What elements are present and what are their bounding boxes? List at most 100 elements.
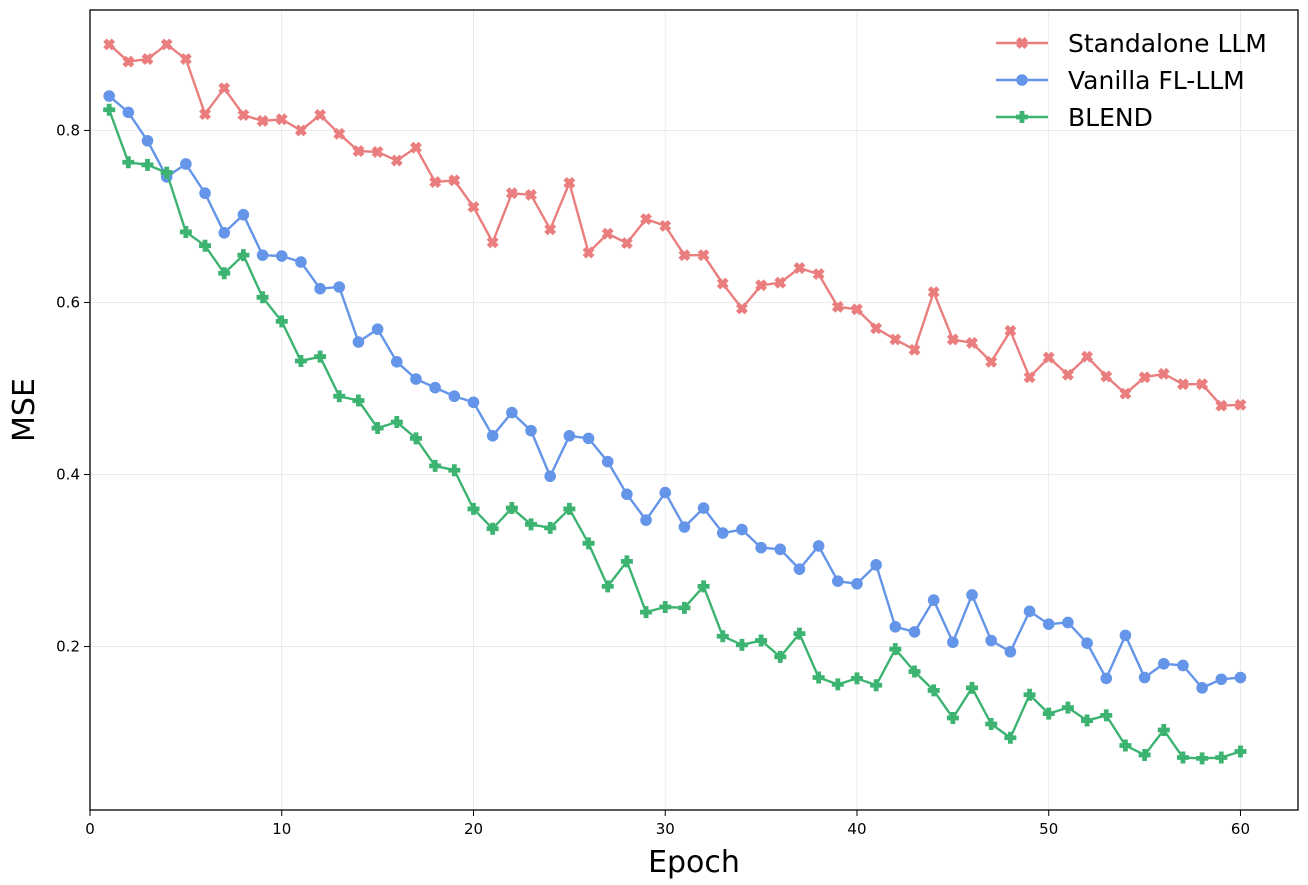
data-point <box>199 108 211 121</box>
data-point <box>256 249 269 261</box>
data-point <box>659 219 672 232</box>
y-tick-label: 0.2 <box>56 638 80 656</box>
data-point <box>486 430 499 442</box>
data-point <box>314 109 327 121</box>
x-tick-label: 30 <box>656 820 675 838</box>
data-point <box>966 336 978 349</box>
data-point <box>275 315 288 328</box>
data-point <box>678 601 691 614</box>
data-point <box>352 145 365 158</box>
data-point <box>889 643 902 656</box>
data-point <box>908 343 921 356</box>
data-point <box>429 176 442 188</box>
data-point <box>390 416 403 429</box>
data-point <box>678 249 691 262</box>
data-point <box>314 282 326 295</box>
data-point <box>927 684 940 697</box>
data-point <box>1234 398 1247 411</box>
data-point <box>160 38 173 51</box>
data-point <box>505 502 518 515</box>
data-point <box>237 109 250 121</box>
data-point <box>985 717 998 730</box>
data-point <box>410 141 422 154</box>
legend-marker <box>1016 37 1028 49</box>
y-tick-label: 0.4 <box>56 466 80 484</box>
data-point <box>601 580 614 593</box>
data-point <box>659 486 672 499</box>
data-point <box>295 256 307 268</box>
data-point <box>160 166 173 179</box>
data-point <box>1138 671 1151 684</box>
data-point <box>544 223 557 236</box>
data-point <box>486 236 499 249</box>
data-point <box>506 406 518 419</box>
data-point <box>505 187 518 200</box>
data-point <box>467 396 480 409</box>
data-point <box>179 53 192 65</box>
data-point <box>755 279 768 292</box>
data-point <box>525 189 537 201</box>
data-point <box>103 103 116 116</box>
data-point <box>1042 707 1055 720</box>
data-point <box>141 158 154 171</box>
data-point <box>294 124 307 137</box>
data-point <box>793 563 806 575</box>
data-point <box>1177 659 1189 672</box>
data-point <box>697 502 710 514</box>
data-point <box>333 281 346 293</box>
data-point <box>601 455 614 468</box>
data-point <box>1042 618 1055 630</box>
y-tick-label: 0.6 <box>56 293 80 311</box>
data-point <box>1215 399 1228 412</box>
data-point <box>122 55 135 68</box>
data-point <box>1004 645 1017 658</box>
x-tick-label: 0 <box>85 820 95 838</box>
data-point <box>1023 688 1036 701</box>
x-tick-label: 10 <box>272 820 291 838</box>
data-point <box>218 226 231 239</box>
data-point <box>237 208 250 221</box>
data-point <box>1042 351 1055 364</box>
legend-entry: Standalone LLM <box>996 29 1267 58</box>
legend-label: Standalone LLM <box>1068 29 1267 58</box>
data-point <box>1061 701 1074 714</box>
data-point <box>467 201 480 213</box>
data-point <box>563 502 576 515</box>
data-point <box>563 176 576 189</box>
data-point <box>1004 324 1017 337</box>
data-point <box>1119 629 1132 642</box>
data-point <box>966 681 979 694</box>
data-point <box>256 115 269 127</box>
data-point <box>870 559 882 571</box>
legend-entry: BLEND <box>996 103 1153 132</box>
data-point <box>544 470 556 483</box>
data-point <box>736 523 748 536</box>
data-point <box>1138 748 1151 761</box>
data-point <box>850 672 863 685</box>
series-2 <box>103 103 1247 765</box>
data-point <box>333 127 346 140</box>
data-point <box>812 268 825 281</box>
data-point <box>410 373 422 385</box>
data-point <box>812 540 825 552</box>
data-point <box>1196 378 1209 391</box>
legend-label: BLEND <box>1068 103 1153 132</box>
data-point <box>620 237 633 250</box>
data-point <box>218 267 231 280</box>
data-point <box>851 577 863 590</box>
data-point <box>141 134 154 147</box>
data-point <box>371 323 384 335</box>
legend-marker <box>1016 111 1028 123</box>
data-point <box>563 430 576 442</box>
data-point <box>946 711 959 724</box>
data-point <box>275 113 288 126</box>
data-point <box>1157 657 1170 670</box>
data-point <box>1177 378 1189 391</box>
data-point <box>736 302 748 315</box>
data-point <box>390 356 403 368</box>
data-point <box>716 277 729 290</box>
data-point <box>448 174 461 187</box>
data-point <box>1100 370 1113 383</box>
